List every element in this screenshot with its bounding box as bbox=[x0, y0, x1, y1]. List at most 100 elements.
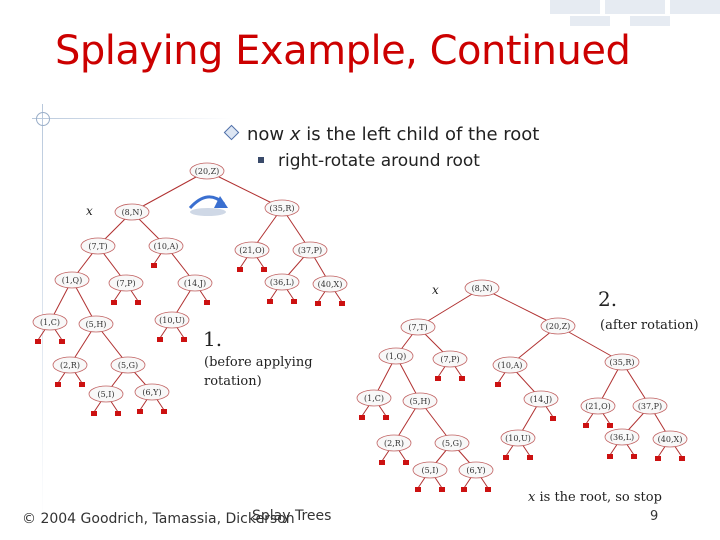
right-node-label: (10,A) bbox=[498, 361, 523, 370]
left-node-label: (5,G) bbox=[118, 361, 138, 370]
right-leaf-square bbox=[583, 423, 589, 428]
left-node-n36l: (36,L) bbox=[264, 273, 300, 291]
caption-after: (after rotation) bbox=[600, 318, 699, 333]
left-leaf-square bbox=[137, 409, 143, 414]
left-leaf-square bbox=[111, 300, 117, 305]
left-node-label: (7,T) bbox=[88, 242, 107, 251]
right-node-label: (40,X) bbox=[658, 435, 683, 444]
rotation-arrow-head-icon bbox=[214, 196, 228, 208]
right-node-label: (21,O) bbox=[585, 402, 611, 411]
left-node-label: (35,R) bbox=[270, 204, 295, 213]
left-leaf-square bbox=[315, 301, 321, 306]
bullet-main-suffix: is the left child of the root bbox=[300, 124, 540, 145]
left-leaf-square bbox=[135, 300, 141, 305]
right-node-n14j: (14,J) bbox=[523, 390, 559, 408]
right-node-label: (7,P) bbox=[440, 355, 459, 364]
right-leaf-square bbox=[607, 454, 613, 459]
right-leaf-square bbox=[415, 487, 421, 492]
right-leaf-square bbox=[383, 415, 389, 420]
right-node-label: (5,G) bbox=[442, 439, 462, 448]
left-node-label: (1,Q) bbox=[62, 276, 82, 285]
left-leaf-square bbox=[59, 339, 65, 344]
left-node-label: (21,O) bbox=[239, 246, 265, 255]
right-node-label: (5,H) bbox=[410, 397, 431, 406]
left-leaf-square bbox=[157, 337, 163, 342]
stop-caption-text: is the root, so stop bbox=[535, 490, 662, 505]
left-node-shape bbox=[134, 383, 170, 401]
right-leaf-square bbox=[379, 460, 385, 465]
right-node-shape bbox=[412, 461, 448, 479]
left-node-n21o: (21,O) bbox=[234, 241, 270, 259]
right-leaf-square bbox=[461, 487, 467, 492]
left-leaf-square bbox=[204, 300, 210, 305]
right-node-label: (5,I) bbox=[421, 466, 438, 475]
left-node-label: (36,L) bbox=[270, 278, 294, 287]
left-node-shape bbox=[189, 162, 225, 180]
right-leaf-square bbox=[655, 456, 661, 461]
right-node-n10a: (10,A) bbox=[492, 356, 528, 374]
right-node-shape bbox=[378, 347, 414, 365]
left-leaf-square bbox=[267, 299, 273, 304]
left-node-shape bbox=[32, 313, 68, 331]
rotation-arrow-shadow-icon bbox=[190, 208, 226, 216]
left-node-shape bbox=[234, 241, 270, 259]
left-node-n5g: (5,G) bbox=[110, 356, 146, 374]
left-leaf-square bbox=[181, 337, 187, 342]
right-node-n5h: (5,H) bbox=[402, 392, 438, 410]
right-node-shape bbox=[604, 428, 640, 446]
left-leaf-square bbox=[55, 382, 61, 387]
corner-decoration bbox=[550, 0, 720, 30]
left-node-shape bbox=[148, 237, 184, 255]
footer-title: Splay Trees bbox=[252, 508, 332, 524]
left-node-label: (8,N) bbox=[122, 208, 143, 217]
right-node-label: (14,J) bbox=[530, 395, 552, 404]
right-node-shape bbox=[580, 397, 616, 415]
right-node-shape bbox=[376, 434, 412, 452]
left-node-shape bbox=[264, 273, 300, 291]
right-node-label: (20,Z) bbox=[546, 322, 571, 331]
tree-nodes: (20,Z) (8,N) (35,R) (7,T) (10,A) (21,O) (37,P)… bbox=[32, 162, 688, 479]
right-node-n7p: (7,P) bbox=[432, 350, 468, 368]
left-node-shape bbox=[78, 315, 114, 333]
left-node-n8n: (8,N) bbox=[114, 203, 150, 221]
left-node-n35r: (35,R) bbox=[264, 199, 300, 217]
left-leaf-square bbox=[161, 409, 167, 414]
left-node-shape bbox=[264, 199, 300, 217]
right-leaf-square bbox=[527, 455, 533, 460]
decorative-circle bbox=[36, 112, 50, 126]
caption-before-line1: (before applying bbox=[204, 355, 313, 370]
right-node-n1q: (1,Q) bbox=[378, 347, 414, 365]
right-node-shape bbox=[632, 397, 668, 415]
right-edge-n8n-n20z bbox=[481, 287, 559, 327]
right-node-label: (37,P) bbox=[638, 402, 662, 411]
left-leaf-square bbox=[115, 411, 121, 416]
right-node-shape bbox=[458, 461, 494, 479]
left-node-shape bbox=[312, 275, 348, 293]
right-leaf-square bbox=[550, 416, 556, 421]
right-node-shape bbox=[652, 430, 688, 448]
slide-title: Splaying Example, Continued bbox=[55, 28, 631, 74]
left-node-shape bbox=[154, 311, 190, 329]
left-node-n40x: (40,X) bbox=[312, 275, 348, 293]
right-leaf-square bbox=[495, 382, 501, 387]
right-leaf-square bbox=[631, 454, 637, 459]
right-node-n5g: (5,G) bbox=[434, 434, 470, 452]
left-node-label: (5,H) bbox=[86, 320, 107, 329]
right-leaf-square bbox=[435, 376, 441, 381]
right-node-label: (36,L) bbox=[610, 433, 634, 442]
left-node-n7t: (7,T) bbox=[80, 237, 116, 255]
left-node-n6y: (6,Y) bbox=[134, 383, 170, 401]
right-node-n21o: (21,O) bbox=[580, 397, 616, 415]
left-edge-n20z-n35r bbox=[206, 170, 283, 209]
left-node-n20z: (20,Z) bbox=[189, 162, 225, 180]
right-node-n6y: (6,Y) bbox=[458, 461, 494, 479]
left-node-n1q: (1,Q) bbox=[54, 271, 90, 289]
left-node-label: (2,R) bbox=[60, 361, 80, 370]
left-node-shape bbox=[88, 385, 124, 403]
right-node-label: (10,U) bbox=[505, 434, 531, 443]
x-marker-left: x bbox=[86, 204, 93, 218]
bullet-main-prefix: now bbox=[247, 124, 290, 145]
stop-caption-var: x bbox=[528, 490, 536, 505]
left-node-label: (1,C) bbox=[40, 318, 60, 327]
